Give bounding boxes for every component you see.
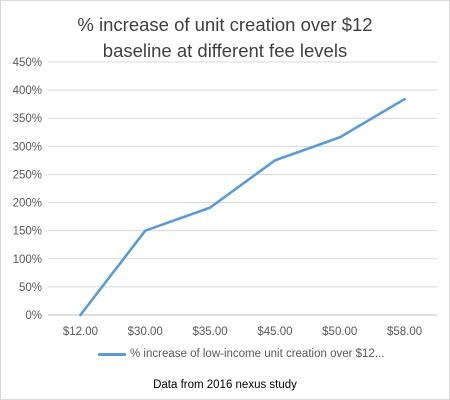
data-point xyxy=(208,206,212,209)
data-point xyxy=(79,313,82,317)
legend-label: % increase of low-income unit creation o… xyxy=(130,348,385,360)
source-caption: Data from 2016 nexus study xyxy=(153,379,297,391)
y-tick-label: 300% xyxy=(13,141,42,153)
data-point xyxy=(338,136,341,139)
y-tick-label: 450% xyxy=(13,57,42,69)
y-tick-label: 50% xyxy=(19,282,42,294)
y-tick-label: 100% xyxy=(13,254,42,266)
x-tick-label: $50.00 xyxy=(322,326,357,338)
chart-title: % increase of unit creation over $12 bas… xyxy=(0,12,450,64)
y-tick-label: 200% xyxy=(13,198,42,210)
chart-title-line-2: baseline at different fee levels xyxy=(102,40,348,61)
data-point xyxy=(403,97,406,101)
legend: % increase of low-income unit creation o… xyxy=(98,346,384,362)
y-tick-label: 0% xyxy=(25,310,42,322)
y-tick-label: 250% xyxy=(13,169,42,181)
x-tick-label: $12.00 xyxy=(63,326,98,338)
chart-title-line-1: % increase of unit creation over $12 xyxy=(77,14,373,35)
y-tick-label: 150% xyxy=(13,226,42,238)
x-tick-label: $30.00 xyxy=(128,326,163,338)
x-tick-label: $35.00 xyxy=(192,326,227,338)
data-point xyxy=(273,159,277,162)
x-tick-label: $58.00 xyxy=(387,326,422,338)
series-line xyxy=(79,97,406,317)
x-tick-label: $45.00 xyxy=(257,326,292,338)
y-tick-label: 400% xyxy=(13,85,42,97)
legend-swatch xyxy=(98,352,126,356)
y-tick-label: 350% xyxy=(13,113,42,125)
data-point xyxy=(144,229,147,232)
